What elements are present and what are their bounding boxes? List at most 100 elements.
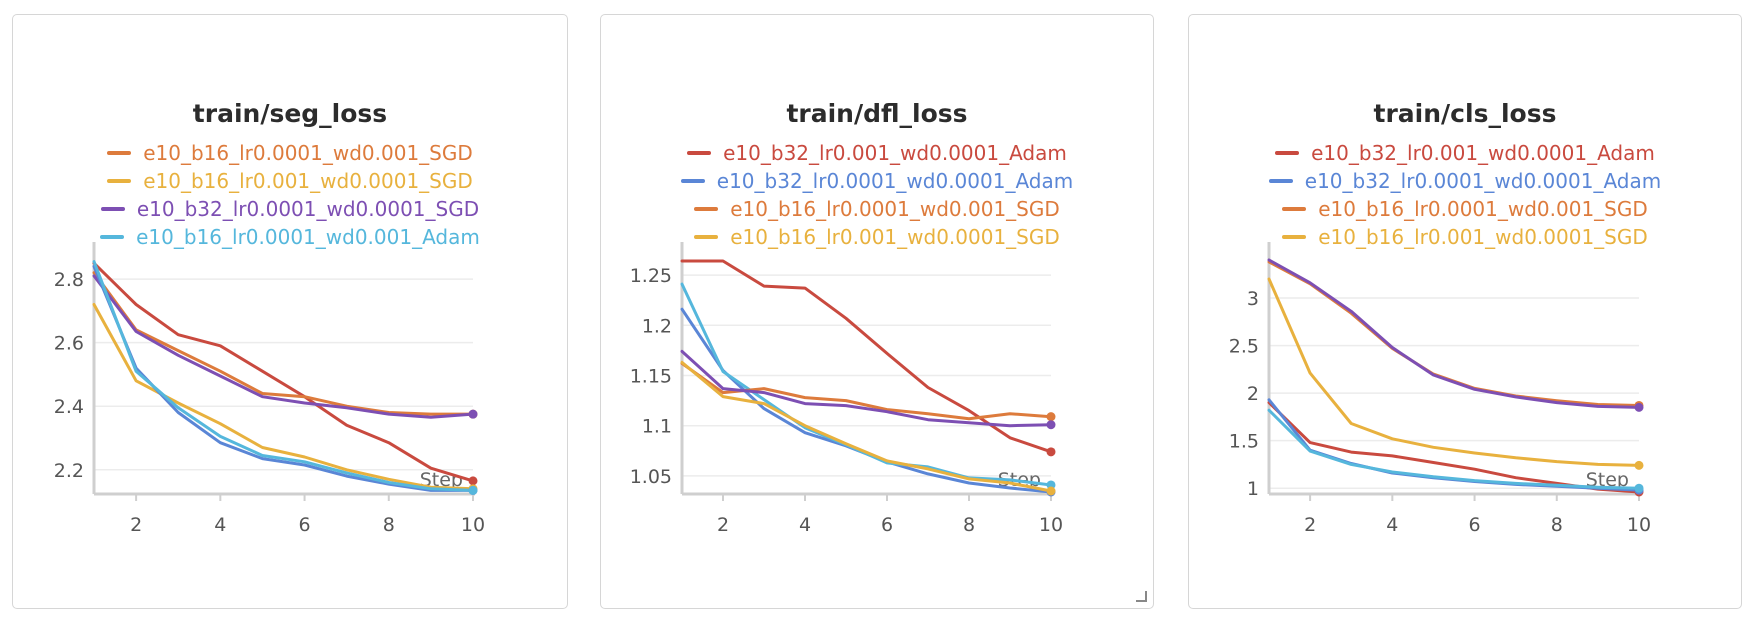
series-line bbox=[92, 274, 475, 419]
legend-label: e10_b16_lr0.0001_wd0.001_SGD bbox=[143, 141, 473, 165]
x-tick-label: 2 bbox=[717, 514, 729, 536]
series-end-marker bbox=[468, 485, 478, 495]
series-line bbox=[680, 349, 1053, 428]
y-tick-label: 2.4 bbox=[54, 396, 84, 418]
x-tick-label: 8 bbox=[383, 514, 395, 536]
series-end-marker bbox=[1046, 420, 1056, 430]
legend-label: e10_b16_lr0.0001_wd0.001_SGD bbox=[1318, 197, 1648, 221]
chart-title: train/dfl_loss bbox=[786, 99, 968, 128]
series-line bbox=[92, 260, 475, 492]
series-end-marker bbox=[468, 409, 478, 419]
series-line bbox=[680, 360, 1053, 493]
y-tick-label: 1.25 bbox=[630, 265, 672, 287]
legend-swatch bbox=[680, 179, 705, 183]
legend-label: e10_b32_lr0.001_wd0.0001_Adam bbox=[723, 141, 1067, 165]
x-tick-label: 2 bbox=[1304, 514, 1316, 536]
legend-label: e10_b32_lr0.001_wd0.0001_Adam bbox=[1311, 141, 1655, 165]
chart-legend: e10_b16_lr0.0001_wd0.001_SGD e10_b16_lr0… bbox=[13, 139, 567, 251]
y-tick-label: 2.5 bbox=[1229, 336, 1259, 358]
legend-entry[interactable]: e10_b16_lr0.001_wd0.0001_SGD bbox=[1189, 223, 1741, 251]
y-tick-label: 3 bbox=[1247, 288, 1259, 310]
x-tick-label: 2 bbox=[130, 514, 142, 536]
legend-entry[interactable]: e10_b16_lr0.001_wd0.0001_SGD bbox=[601, 223, 1153, 251]
line-chart[interactable]: 1 1.5 2 2.5 3 2 4 6 8 10 Step bbox=[1189, 15, 1743, 610]
legend-swatch bbox=[100, 207, 125, 211]
legend-swatch bbox=[107, 179, 132, 183]
y-tick-label: 2 bbox=[1247, 383, 1259, 405]
chart-panel-dfl-loss: train/dfl_loss e10_b32_lr0.001_wd0.0001_… bbox=[600, 14, 1154, 609]
series-line bbox=[92, 261, 475, 483]
legend-entry[interactable]: e10_b32_lr0.001_wd0.0001_Adam bbox=[601, 139, 1153, 167]
legend-label: e10_b16_lr0.0001_wd0.001_SGD bbox=[730, 197, 1060, 221]
x-tick-label: 6 bbox=[1469, 514, 1481, 536]
legend-label: e10_b16_lr0.001_wd0.0001_SGD bbox=[730, 225, 1060, 249]
legend-swatch bbox=[100, 235, 125, 239]
series-end-marker bbox=[1634, 402, 1644, 412]
chart-legend: e10_b32_lr0.001_wd0.0001_Adam e10_b32_lr… bbox=[601, 139, 1153, 251]
series-end-marker bbox=[468, 476, 478, 486]
legend-label: e10_b16_lr0.001_wd0.0001_SGD bbox=[1318, 225, 1648, 249]
legend-entry[interactable]: e10_b16_lr0.001_wd0.0001_SGD bbox=[13, 167, 567, 195]
legend-swatch bbox=[694, 207, 719, 211]
legend-swatch bbox=[1275, 151, 1300, 155]
chart-title: train/seg_loss bbox=[192, 99, 388, 128]
series-line bbox=[92, 271, 475, 416]
chart-panel-seg-loss: train/seg_loss e10_b16_lr0.0001_wd0.001_… bbox=[12, 14, 568, 609]
legend-entry[interactable]: e10_b16_lr0.0001_wd0.001_SGD bbox=[1189, 195, 1741, 223]
y-tick-label: 1.5 bbox=[1229, 431, 1259, 453]
x-tick-label: 4 bbox=[214, 514, 226, 536]
legend-entry[interactable]: e10_b16_lr0.0001_wd0.001_Adam bbox=[13, 223, 567, 251]
x-tick-label: 6 bbox=[881, 514, 893, 536]
series-end-marker bbox=[1046, 447, 1056, 457]
legend-entry[interactable]: e10_b32_lr0.0001_wd0.0001_Adam bbox=[1189, 167, 1741, 195]
y-tick-label: 2.6 bbox=[54, 333, 84, 355]
series-line bbox=[1267, 408, 1641, 490]
x-tick-label: 10 bbox=[1039, 514, 1063, 536]
legend-entry[interactable]: e10_b32_lr0.001_wd0.0001_Adam bbox=[1189, 139, 1741, 167]
chart-title: train/cls_loss bbox=[1373, 99, 1557, 128]
y-tick-label: 1.05 bbox=[630, 466, 672, 488]
legend-label: e10_b32_lr0.0001_wd0.0001_Adam bbox=[1304, 169, 1662, 193]
legend-label: e10_b32_lr0.0001_wd0.0001_Adam bbox=[716, 169, 1074, 193]
series-end-marker bbox=[1634, 483, 1644, 493]
series-line bbox=[1267, 260, 1641, 407]
series-end-marker bbox=[1046, 412, 1056, 422]
y-tick-label: 2.2 bbox=[54, 460, 84, 482]
series-line bbox=[1267, 258, 1641, 409]
chart-legend: e10_b32_lr0.001_wd0.0001_Adam e10_b32_lr… bbox=[1189, 139, 1741, 251]
legend-swatch bbox=[694, 235, 719, 239]
y-tick-label: 1.15 bbox=[630, 365, 672, 387]
legend-label: e10_b16_lr0.001_wd0.0001_SGD bbox=[143, 169, 473, 193]
x-tick-label: 4 bbox=[1386, 514, 1398, 536]
legend-swatch bbox=[687, 151, 712, 155]
legend-swatch bbox=[1282, 235, 1307, 239]
series-end-marker bbox=[1634, 460, 1644, 470]
legend-entry[interactable]: e10_b16_lr0.0001_wd0.001_SGD bbox=[13, 139, 567, 167]
series-line bbox=[92, 264, 475, 492]
x-tick-label: 6 bbox=[299, 514, 311, 536]
legend-entry[interactable]: e10_b32_lr0.0001_wd0.0001_Adam bbox=[601, 167, 1153, 195]
x-tick-label: 8 bbox=[963, 514, 975, 536]
y-tick-label: 1.1 bbox=[642, 416, 672, 438]
x-axis-label: Step bbox=[1586, 469, 1629, 491]
legend-entry[interactable]: e10_b32_lr0.0001_wd0.0001_SGD bbox=[13, 195, 567, 223]
legend-label: e10_b16_lr0.0001_wd0.001_Adam bbox=[136, 225, 480, 249]
legend-swatch bbox=[1268, 179, 1293, 183]
y-tick-label: 2.8 bbox=[54, 269, 84, 291]
legend-swatch bbox=[107, 151, 132, 155]
legend-swatch bbox=[1282, 207, 1307, 211]
x-tick-label: 10 bbox=[461, 514, 485, 536]
series-line bbox=[1267, 277, 1641, 467]
legend-entry[interactable]: e10_b16_lr0.0001_wd0.001_SGD bbox=[601, 195, 1153, 223]
y-tick-label: 1 bbox=[1247, 478, 1259, 500]
y-tick-label: 1.2 bbox=[642, 315, 672, 337]
x-tick-label: 10 bbox=[1627, 514, 1651, 536]
resize-handle[interactable] bbox=[1136, 591, 1147, 602]
legend-label: e10_b32_lr0.0001_wd0.0001_SGD bbox=[136, 197, 480, 221]
x-tick-label: 8 bbox=[1551, 514, 1563, 536]
x-tick-label: 4 bbox=[799, 514, 811, 536]
series-end-marker bbox=[1046, 486, 1056, 496]
chart-panel-cls-loss: train/cls_loss e10_b32_lr0.001_wd0.0001_… bbox=[1188, 14, 1742, 609]
